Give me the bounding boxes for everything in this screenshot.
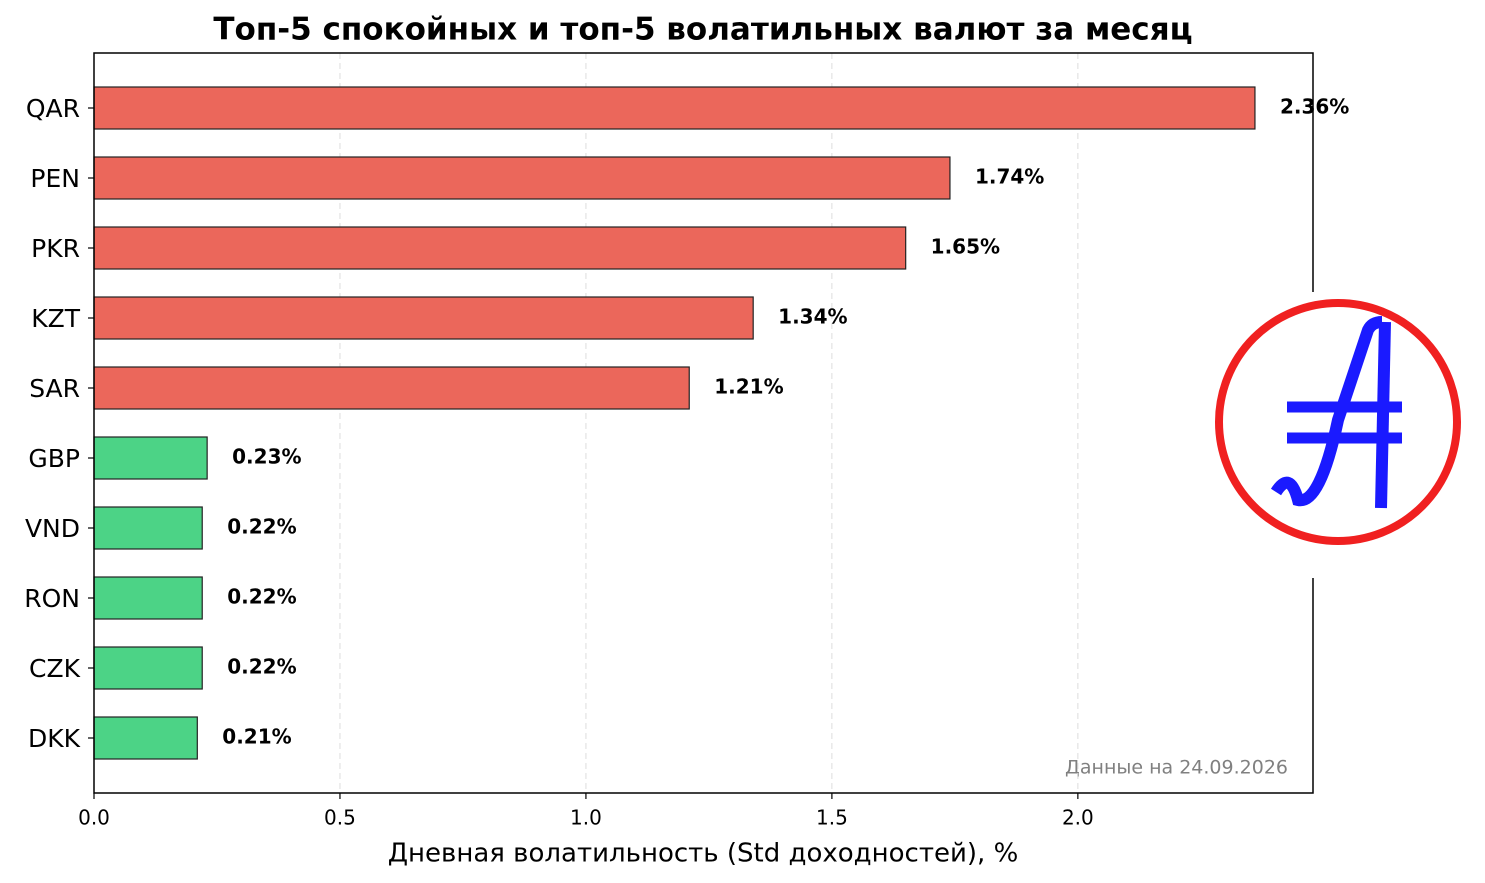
logo-bars	[1287, 401, 1402, 444]
x-tick-label: 2.0	[1062, 806, 1094, 830]
bar	[93, 366, 690, 410]
bar	[93, 86, 1256, 130]
value-label: 1.65%	[931, 235, 1000, 259]
x-tick-label: 0.0	[78, 806, 110, 830]
value-label: 0.21%	[222, 725, 291, 749]
y-tick-label: GBP	[28, 444, 80, 473]
bar	[93, 716, 198, 760]
value-label: 0.22%	[227, 655, 296, 679]
x-tick-label: 1.5	[816, 806, 848, 830]
logo-stroke	[1270, 316, 1383, 507]
value-label: 0.23%	[232, 445, 301, 469]
logo-stroke	[1375, 321, 1391, 509]
y-tick-label: QAR	[26, 94, 80, 123]
value-label: 0.22%	[227, 585, 296, 609]
bar	[93, 226, 907, 270]
x-tick-label: 0.5	[324, 806, 356, 830]
bar	[93, 506, 203, 550]
value-label: 1.74%	[975, 165, 1044, 189]
bar	[93, 296, 754, 340]
y-tick-label: DKK	[28, 724, 81, 753]
plot-area: 0.0 0.5 1.0 1.5 2.0 QAR 2.36% PEN 1.74% PKR 1.65% K…	[24, 53, 1349, 830]
bar	[93, 646, 203, 690]
logo	[1215, 292, 1461, 578]
value-label: 1.21%	[714, 375, 783, 399]
value-label: 0.22%	[227, 515, 296, 539]
y-tick-label: RON	[24, 584, 80, 613]
y-tick-label: CZK	[29, 654, 81, 683]
bar	[93, 436, 208, 480]
y-tick-label: SAR	[29, 374, 80, 403]
y-tick-label: KZT	[31, 304, 81, 333]
chart-title: Топ-5 спокойных и топ-5 волатильных валю…	[213, 12, 1192, 48]
value-label: 1.34%	[778, 305, 847, 329]
x-tick-label: 1.0	[570, 806, 602, 830]
bar	[93, 576, 203, 620]
y-tick-label: PKR	[31, 234, 80, 263]
annotation: Данные на 24.09.2026	[1065, 757, 1288, 779]
bar	[93, 156, 951, 200]
value-label: 2.36%	[1280, 95, 1349, 119]
x-axis-label: Дневная волатильность (Std доходностей),…	[388, 839, 1019, 869]
y-tick-label: PEN	[30, 164, 80, 193]
y-tick-label: VND	[25, 514, 80, 543]
